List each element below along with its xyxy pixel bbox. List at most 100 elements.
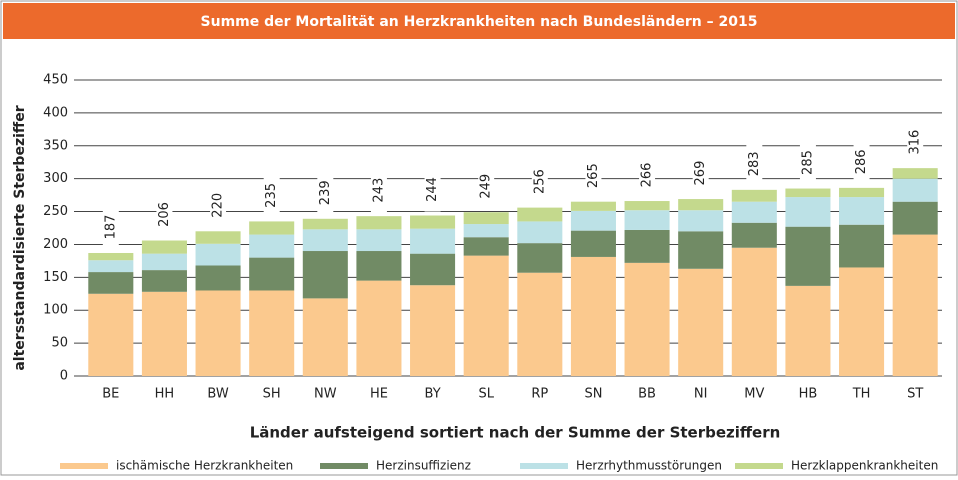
legend-label: Herzklappenkrankheiten <box>791 459 938 473</box>
bar-segment <box>678 231 724 269</box>
bar-segment <box>356 251 402 281</box>
x-tick-label: BE <box>102 387 119 402</box>
total-label-bg <box>746 141 763 186</box>
total-label: 206 <box>157 202 172 227</box>
bar-segment <box>892 168 938 179</box>
x-tick-label: BY <box>424 387 440 402</box>
bar-segment <box>785 188 831 198</box>
y-tick-label: 300 <box>43 171 68 186</box>
total-label-bg <box>478 164 495 209</box>
bar-segment <box>731 201 777 223</box>
bar-segment <box>463 237 509 256</box>
total-label-bg <box>585 153 602 198</box>
x-tick-label: MV <box>744 387 764 402</box>
header <box>3 3 955 39</box>
bar-segment <box>249 257 295 291</box>
bar-segment <box>678 210 724 232</box>
bar-segment <box>731 247 777 376</box>
x-tick-label: SL <box>478 387 494 402</box>
total-label: 283 <box>747 151 762 176</box>
bar-segment <box>624 262 670 376</box>
bar-segment <box>195 290 241 376</box>
total-label-bg <box>210 183 227 228</box>
total-label-bg <box>263 173 280 218</box>
total-label-bg <box>692 151 709 196</box>
legend-label: Herzinsuffizienz <box>376 459 471 473</box>
x-tick-label: BB <box>638 387 656 402</box>
x-tick-label: HB <box>799 387 818 402</box>
x-tick-label: HH <box>155 387 175 402</box>
bar-segment <box>785 226 831 286</box>
total-label-bg <box>639 153 656 198</box>
bar-segment <box>570 201 616 211</box>
bar-segment <box>410 285 456 376</box>
y-tick-label: 400 <box>43 105 68 120</box>
bar-segment <box>195 265 241 291</box>
bar-segment <box>624 229 670 263</box>
bar-segment <box>302 251 348 299</box>
bar-segment <box>517 243 563 273</box>
x-tick-label: HE <box>370 387 388 402</box>
bar-segment <box>839 187 885 198</box>
y-tick-label: 200 <box>43 237 68 252</box>
bar-segment <box>624 201 670 211</box>
bar-segment <box>410 215 456 229</box>
y-tick-label: 150 <box>43 270 68 285</box>
total-label-bg <box>799 140 816 185</box>
legend-label: Herzrhythmusstörungen <box>576 459 722 473</box>
total-label-bg <box>424 167 441 212</box>
bar-segment <box>302 218 348 230</box>
x-tick-label: ST <box>907 387 923 402</box>
total-label: 235 <box>264 183 279 208</box>
legend-label: ischämische Herzkrankheiten <box>116 459 293 473</box>
bar-segment <box>570 210 616 231</box>
total-label: 316 <box>908 130 923 155</box>
y-axis-label: altersstandardisierte Sterbeziffer <box>12 105 28 370</box>
bar-segment <box>678 199 724 211</box>
bar-segment <box>356 229 402 252</box>
bar-segment <box>356 280 402 376</box>
y-tick-label: 450 <box>43 73 68 88</box>
total-label: 243 <box>371 178 386 203</box>
bar-segment <box>785 285 831 376</box>
bar-segment <box>302 298 348 376</box>
bar-segment <box>410 253 456 286</box>
bar-segment <box>141 291 187 376</box>
total-label: 249 <box>479 174 494 199</box>
bar-segment <box>88 260 134 273</box>
bar-segment <box>624 210 670 230</box>
bar-segment <box>678 268 724 376</box>
bar-segment <box>141 270 187 292</box>
bar-segment <box>463 255 509 376</box>
bar-segment <box>195 231 241 244</box>
total-label-bg <box>317 170 334 215</box>
total-label: 265 <box>586 163 601 188</box>
total-label: 220 <box>211 193 226 218</box>
bar-segment <box>892 201 938 235</box>
y-tick-label: 250 <box>43 204 68 219</box>
bar-segment <box>356 216 402 230</box>
bar-segment <box>88 293 134 376</box>
bar-segment <box>302 229 348 252</box>
bar-segment <box>410 228 456 254</box>
x-tick-label: TH <box>852 387 871 402</box>
total-label: 256 <box>532 169 547 194</box>
total-label: 244 <box>425 177 440 202</box>
bar-segment <box>463 224 509 238</box>
bar-segment <box>570 230 616 257</box>
bar-segment <box>88 252 134 261</box>
chart-title: Summe der Mortalität an Herzkrankheiten … <box>201 14 758 30</box>
total-label-bg <box>102 204 119 249</box>
total-label-bg <box>531 159 548 204</box>
bar-segment <box>517 221 563 244</box>
bar-segment <box>570 256 616 376</box>
bar-segment <box>731 222 777 248</box>
bar-segment <box>839 197 885 225</box>
y-tick-label: 50 <box>51 336 68 351</box>
total-label-bg <box>907 120 924 165</box>
x-tick-label: SH <box>263 387 281 402</box>
total-label-bg <box>156 192 173 237</box>
bar-segment <box>249 290 295 376</box>
y-tick-label: 350 <box>43 138 68 153</box>
